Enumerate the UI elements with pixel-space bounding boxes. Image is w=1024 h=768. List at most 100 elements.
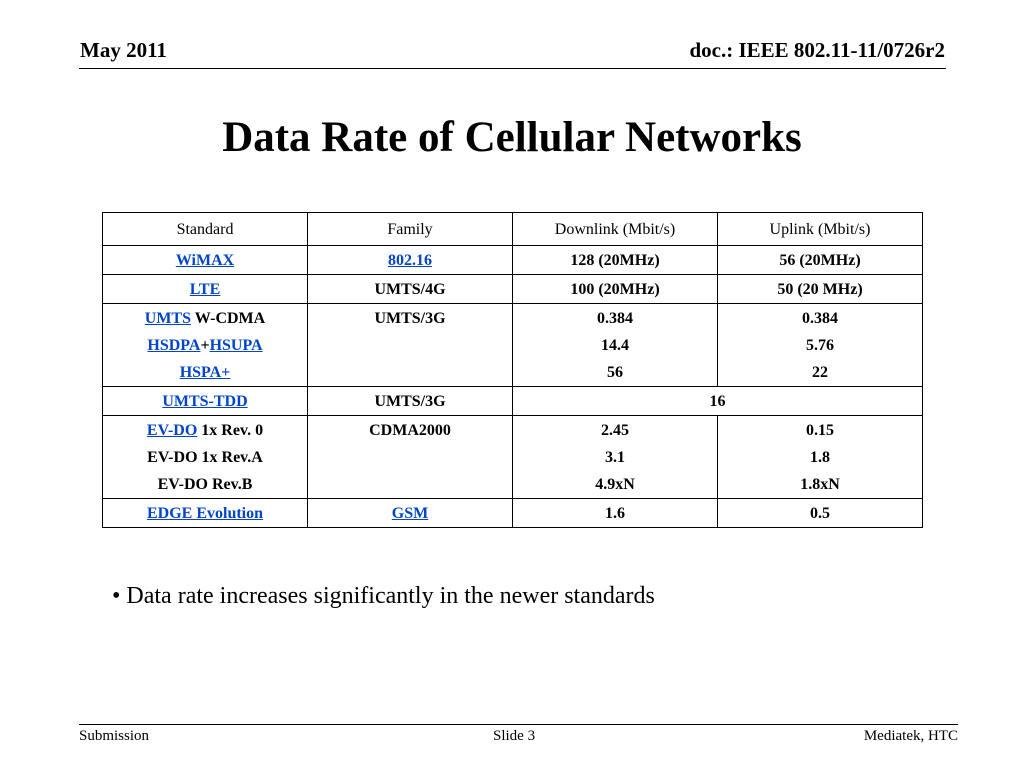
- standard-cell: EDGE Evolution: [102, 498, 308, 528]
- cell-text: CDMA2000: [369, 422, 451, 439]
- family-cell: UMTS/3G: [307, 303, 513, 387]
- bullet-point: • Data rate increases significantly in t…: [112, 583, 655, 609]
- standard-line: UMTS-TDD: [107, 388, 303, 415]
- data-rate-table: Standard Family Downlink (Mbit/s) Uplink…: [102, 212, 923, 528]
- family-line: UMTS/3G: [312, 388, 508, 415]
- downlink-value: 0.384: [597, 310, 633, 327]
- table-link[interactable]: UMTS-TDD: [162, 393, 248, 410]
- table-link[interactable]: WiMAX: [175, 252, 235, 269]
- downlink-cell: 2.45 3.1 4.9xN: [512, 415, 718, 499]
- column-header-uplink: Uplink (Mbit/s): [717, 212, 923, 246]
- slide-title: Data Rate of Cellular Networks: [222, 114, 802, 161]
- table-link[interactable]: HSPA+: [179, 364, 231, 381]
- downlink-value: 14.4: [601, 337, 629, 354]
- table-row: UMTS W-CDMA HSDPA+HSUPA HSPA+ UMTS/3G 0.384 1…: [102, 303, 923, 387]
- standard-line: EV-DO 1x Rev. 0: [107, 417, 303, 444]
- uplink-value: 0.384: [802, 310, 838, 327]
- uplink-cell: 0.384 5.76 22: [717, 303, 923, 387]
- standard-line: HSPA+: [107, 359, 303, 386]
- standard-line: WiMAX: [107, 247, 303, 274]
- uplink-value: 56 (20MHz): [779, 252, 861, 269]
- family-cell: CDMA2000: [307, 415, 513, 499]
- cell-text: +: [200, 337, 210, 354]
- standard-line: EV-DO Rev.B: [107, 471, 303, 498]
- standard-cell: LTE: [102, 274, 308, 304]
- table-row: UMTS-TDD UMTS/3G 16: [102, 386, 923, 416]
- cell-text: UMTS/3G: [374, 310, 446, 327]
- cell-text: EV-DO Rev.B: [157, 476, 253, 493]
- family-line: UMTS/3G: [312, 305, 508, 332]
- uplink-cell: 0.15 1.8 1.8xN: [717, 415, 923, 499]
- uplink-cell: 50 (20 MHz): [717, 274, 923, 304]
- header-doc-id: doc.: IEEE 802.11-11/0726r2: [689, 38, 945, 62]
- table-row: EDGE Evolution GSM 1.6 0.5: [102, 498, 923, 528]
- downlink-value: 3.1: [605, 449, 625, 466]
- standard-line: EV-DO 1x Rev.A: [107, 444, 303, 471]
- uplink-value: 1.8: [810, 449, 830, 466]
- uplink-value: 5.76: [806, 337, 834, 354]
- uplink-value: 22: [812, 364, 828, 381]
- downlink-value: 56: [607, 364, 623, 381]
- family-cell: 802.16: [307, 245, 513, 275]
- table-link[interactable]: HSDPA: [147, 337, 201, 354]
- downlink-cell: 1.6: [512, 498, 718, 528]
- cell-text: 1x Rev. 0: [197, 422, 264, 439]
- table-link[interactable]: GSM: [391, 505, 429, 522]
- cell-text: EV-DO 1x Rev.A: [147, 449, 263, 466]
- footer-divider: [79, 724, 958, 725]
- cell-text: W-CDMA: [191, 310, 266, 327]
- downlink-value: 128 (20MHz): [570, 252, 660, 269]
- standard-line: EDGE Evolution: [107, 500, 303, 527]
- header-date: May 2011: [80, 38, 167, 62]
- table-link[interactable]: EV-DO: [146, 422, 198, 439]
- footer-slide-number: Slide 3: [493, 728, 536, 744]
- family-cell: UMTS/3G: [307, 386, 513, 416]
- uplink-value: 0.15: [806, 422, 834, 439]
- footer-submission: Submission: [79, 728, 150, 744]
- family-line: CDMA2000: [312, 417, 508, 444]
- downlink-value: 4.9xN: [595, 476, 635, 493]
- table-link[interactable]: LTE: [189, 281, 221, 298]
- uplink-cell: 56 (20MHz): [717, 245, 923, 275]
- column-header-family: Family: [307, 212, 513, 246]
- downlink-cell: 128 (20MHz): [512, 245, 718, 275]
- table-row: WiMAX 802.16 128 (20MHz) 56 (20MHz): [102, 245, 923, 275]
- downlink-cell: 0.384 14.4 56: [512, 303, 718, 387]
- table-row: EV-DO 1x Rev. 0 EV-DO 1x Rev.A EV-DO Rev.B…: [102, 415, 923, 499]
- table-body: WiMAX 802.16 128 (20MHz) 56 (20MHz) LTE UMTS/…: [102, 245, 923, 528]
- family-line: UMTS/4G: [312, 276, 508, 303]
- cell-text: UMTS/4G: [374, 281, 446, 298]
- header-divider: [79, 68, 946, 69]
- table-row: LTE UMTS/4G 100 (20MHz) 50 (20 MHz): [102, 274, 923, 304]
- table-link[interactable]: UMTS: [144, 310, 191, 327]
- column-header-standard: Standard: [102, 212, 308, 246]
- table-header-row: Standard Family Downlink (Mbit/s) Uplink…: [102, 212, 923, 246]
- rate-value: 16: [709, 393, 726, 410]
- downlink-value: 100 (20MHz): [570, 281, 660, 298]
- standard-line: LTE: [107, 276, 303, 303]
- family-line: GSM: [312, 500, 508, 527]
- uplink-value: 1.8xN: [800, 476, 840, 493]
- uplink-value: 50 (20 MHz): [777, 281, 863, 298]
- standard-line: HSDPA+HSUPA: [107, 332, 303, 359]
- table-link[interactable]: 802.16: [388, 252, 432, 269]
- family-cell: GSM: [307, 498, 513, 528]
- footer-authors: Mediatek, HTC: [863, 728, 958, 744]
- standard-cell: UMTS-TDD: [102, 386, 308, 416]
- uplink-cell: 0.5: [717, 498, 923, 528]
- cell-text: UMTS/3G: [374, 393, 446, 410]
- uplink-value: 0.5: [810, 505, 830, 522]
- column-header-downlink: Downlink (Mbit/s): [512, 212, 718, 246]
- standard-line: UMTS W-CDMA: [107, 305, 303, 332]
- table-link[interactable]: HSUPA: [209, 337, 263, 354]
- merged-rate-cell: 16: [512, 386, 923, 416]
- table-link[interactable]: EDGE Evolution: [146, 505, 264, 522]
- standard-cell: EV-DO 1x Rev. 0 EV-DO 1x Rev.A EV-DO Rev.B: [102, 415, 308, 499]
- downlink-value: 2.45: [601, 422, 629, 439]
- downlink-cell: 100 (20MHz): [512, 274, 718, 304]
- family-line: 802.16: [312, 247, 508, 274]
- standard-cell: WiMAX: [102, 245, 308, 275]
- family-cell: UMTS/4G: [307, 274, 513, 304]
- standard-cell: UMTS W-CDMA HSDPA+HSUPA HSPA+: [102, 303, 308, 387]
- downlink-value: 1.6: [605, 505, 625, 522]
